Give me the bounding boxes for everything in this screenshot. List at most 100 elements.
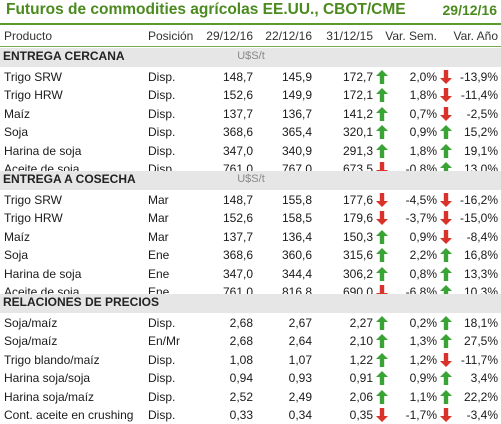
table-row: Soja/maíz Disp. 2,68 2,67 2,27 0,2% 18,1% — [0, 314, 501, 332]
price-prev-year: 315,6 — [342, 248, 373, 262]
arrow-up-icon — [440, 334, 452, 348]
arrow-up-icon — [440, 285, 452, 299]
product-name: Trigo SRW — [4, 70, 63, 84]
position-value: Mar — [148, 230, 169, 244]
price-prev-year: 306,2 — [342, 267, 373, 281]
year-change: 19,1% — [463, 144, 498, 158]
arrow-down-icon — [440, 211, 452, 225]
price-prev-week: 136,4 — [281, 230, 312, 244]
price-prev-week: 2,64 — [288, 334, 312, 348]
week-change: 0,7% — [409, 107, 437, 121]
year-change: -15,0% — [459, 211, 498, 225]
arrow-down-icon — [440, 107, 452, 121]
arrow-up-icon — [376, 248, 388, 262]
section-title: ENTREGA CERCANA — [3, 49, 125, 63]
product-name: Soja/maíz — [4, 334, 58, 348]
week-change: 2,0% — [409, 70, 437, 84]
arrow-up-icon — [376, 107, 388, 121]
header-date-1: 29/12/16 — [206, 29, 253, 43]
arrow-up-icon — [376, 334, 388, 348]
arrow-up-icon — [440, 316, 452, 330]
week-change: 1,8% — [409, 88, 437, 102]
title-bar: Futuros de commodities agrícolas EE.UU.,… — [0, 0, 501, 23]
header-position: Posición — [148, 29, 194, 43]
product-name: Trigo HRW — [4, 88, 63, 102]
header-date-3: 31/12/15 — [326, 29, 373, 43]
table-row: Harina de soja Disp. 347,0 340,9 291,3 1,8% 19… — [0, 142, 501, 160]
price-prev-year: 150,3 — [342, 230, 373, 244]
price-prev-week: 1,07 — [288, 353, 312, 367]
week-change: 1,1% — [409, 390, 437, 404]
arrow-down-icon — [440, 230, 452, 244]
table-row: Trigo SRW Mar 148,7 155,8 177,6 -4,5% -16,2% — [0, 191, 501, 209]
year-change: 16,8% — [463, 248, 498, 262]
price-prev-year: 1,22 — [349, 353, 373, 367]
arrow-down-icon — [440, 193, 452, 207]
arrow-up-icon — [440, 144, 452, 158]
report-date: 29/12/16 — [442, 2, 498, 18]
arrow-up-icon — [376, 144, 388, 158]
product-name: Harina soja/soja — [4, 371, 91, 385]
price-prev-week: 340,9 — [281, 144, 312, 158]
arrow-up-icon — [376, 267, 388, 281]
price-prev-year: 2,27 — [349, 316, 373, 330]
price-current: 1,08 — [229, 353, 253, 367]
position-value: Mar — [148, 211, 169, 225]
table-row: Trigo HRW Disp. 152,6 149,9 172,1 1,8% -11,4% — [0, 86, 501, 104]
table-row: Soja/maíz En/Mr 2,68 2,64 2,10 1,3% 27,5% — [0, 332, 501, 350]
price-prev-year: 141,2 — [342, 107, 373, 121]
product-name: Harina de soja — [4, 144, 82, 158]
year-change: -11,7% — [460, 353, 498, 367]
position-value: Mar — [148, 193, 169, 207]
week-change: 1,8% — [409, 144, 437, 158]
header-week-change: Var. Sem. — [385, 29, 437, 43]
arrow-up-icon — [440, 248, 452, 262]
position-value: Disp. — [148, 107, 176, 121]
arrow-up-icon — [440, 371, 452, 385]
price-current: 0,94 — [229, 371, 253, 385]
price-prev-year: 177,6 — [342, 193, 373, 207]
position-value: Disp. — [148, 70, 176, 84]
price-prev-week: 136,7 — [281, 107, 312, 121]
price-prev-year: 291,3 — [342, 144, 373, 158]
year-change: 13,3% — [463, 267, 498, 281]
position-value: Disp. — [148, 390, 176, 404]
week-change: 1,2% — [409, 353, 437, 367]
price-prev-week: 155,8 — [281, 193, 312, 207]
year-change: 18,1% — [463, 316, 498, 330]
column-header-row: Producto Posición 29/12/16 22/12/16 31/1… — [0, 26, 501, 46]
price-prev-week: 145,9 — [281, 70, 312, 84]
price-current: 152,6 — [222, 88, 253, 102]
product-name: Cont. aceite en crushing — [4, 408, 134, 422]
year-change: -8,4% — [466, 230, 498, 244]
year-change: 3,4% — [470, 371, 498, 385]
price-prev-week: 365,4 — [281, 125, 312, 139]
year-change: 15,2% — [463, 125, 498, 139]
week-change: 0,8% — [409, 267, 437, 281]
table-row: Maíz Mar 137,7 136,4 150,3 0,9% -8,4% — [0, 228, 501, 246]
price-current: 137,7 — [222, 230, 253, 244]
section-unit: U$S/t — [237, 50, 265, 62]
section-title: ENTREGA A COSECHA — [3, 172, 136, 186]
price-prev-week: 149,9 — [281, 88, 312, 102]
product-name: Harina soja/maíz — [4, 390, 95, 404]
table-row: Soja Disp. 368,6 365,4 320,1 0,9% 15,2% — [0, 123, 501, 141]
position-value: Disp. — [148, 125, 176, 139]
section-unit: U$S/t — [237, 173, 265, 185]
week-change: 0,9% — [409, 371, 437, 385]
year-change: 27,5% — [463, 334, 498, 348]
arrow-down-icon — [440, 353, 452, 367]
table-row: Harina soja/maíz Disp. 2,52 2,49 2,06 1,1% 22,… — [0, 388, 501, 406]
week-change: -1,7% — [405, 408, 437, 422]
section-header: RELACIONES DE PRECIOS — [0, 294, 501, 313]
title-divider — [0, 23, 501, 25]
price-prev-year: 0,91 — [349, 371, 373, 385]
arrow-up-icon — [376, 88, 388, 102]
week-change: 1,3% — [409, 334, 437, 348]
price-current: 152,6 — [222, 211, 253, 225]
week-change: -4,5% — [405, 193, 437, 207]
week-change: 2,2% — [409, 248, 437, 262]
price-prev-year: 172,1 — [342, 88, 373, 102]
price-current: 347,0 — [222, 267, 253, 281]
